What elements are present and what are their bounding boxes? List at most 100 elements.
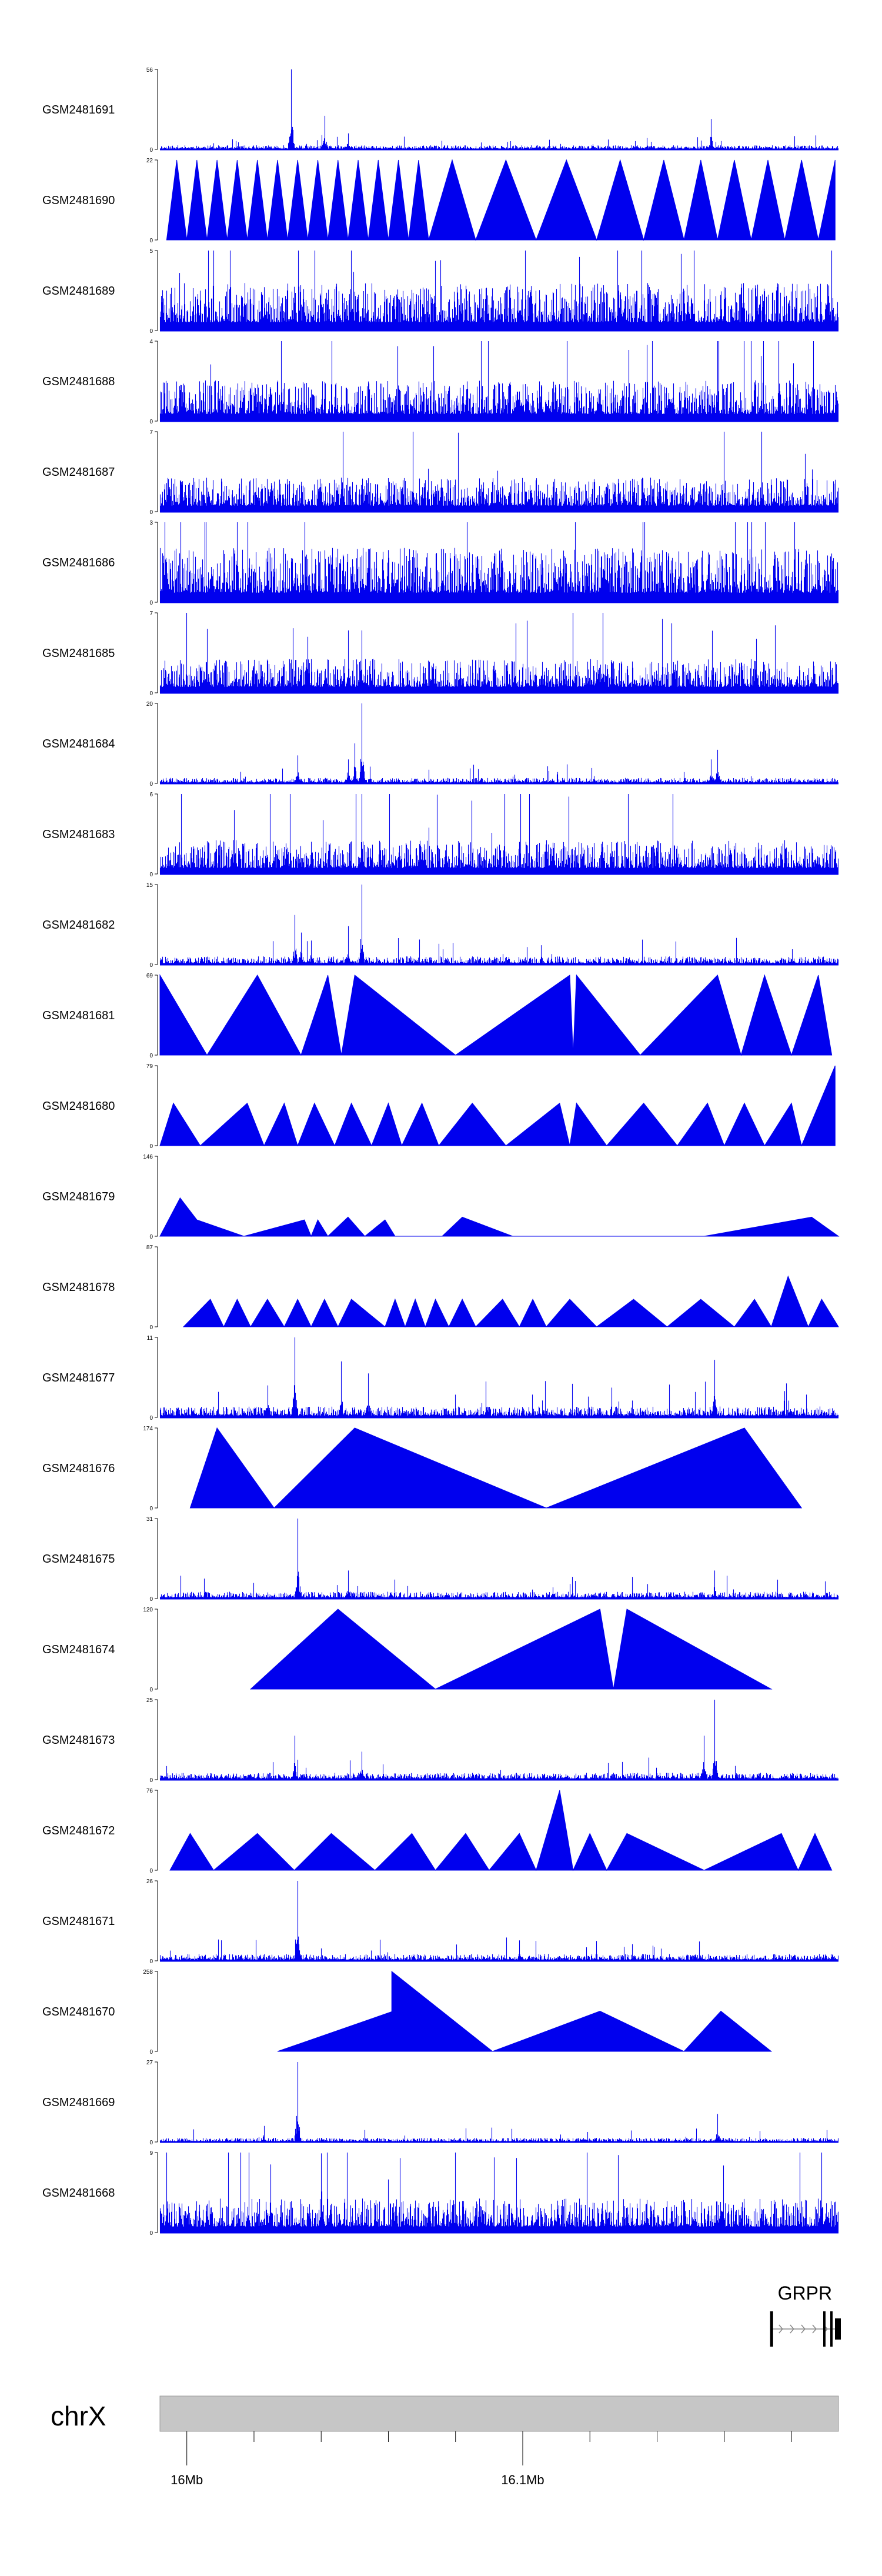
- chromosome-band: [159, 2395, 839, 2432]
- coverage-bars: [159, 1337, 839, 1417]
- coverage-bars: [159, 794, 839, 874]
- y-max-label: 6: [149, 792, 153, 798]
- y-max-label: 11: [147, 1335, 153, 1342]
- coverage-area: [182, 1275, 839, 1328]
- gene-exon: [770, 2311, 773, 2347]
- track-GSM2481668: GSM2481668 9 0: [42, 2150, 839, 2237]
- strand-arrow-icon: [790, 2324, 794, 2334]
- y-min-label: 0: [149, 1868, 153, 1874]
- track-GSM2481672: GSM2481672 76 0: [42, 1788, 833, 1874]
- track-label: GSM2481678: [42, 1281, 115, 1294]
- y-min-label: 0: [149, 2140, 153, 2146]
- track-label: GSM2481668: [42, 2187, 115, 2200]
- coverage-bars: [159, 613, 839, 693]
- chromosome-label: chrX: [51, 2401, 106, 2431]
- coverage-bars: [159, 251, 839, 331]
- track-GSM2481675: GSM2481675 31 0: [42, 1516, 839, 1603]
- track-GSM2481676: GSM2481676 174 0: [42, 1426, 803, 1512]
- track-label: GSM2481682: [42, 919, 115, 932]
- track-GSM2481684: GSM2481684 20 0: [42, 701, 839, 788]
- y-min-label: 0: [149, 1415, 153, 1422]
- track-label: GSM2481684: [42, 738, 115, 750]
- coverage-area: [159, 1197, 840, 1237]
- gene-exon: [823, 2311, 826, 2347]
- y-min-label: 0: [149, 147, 153, 154]
- track-GSM2481690: GSM2481690 22 0: [42, 158, 836, 244]
- track-label: GSM2481690: [42, 194, 115, 207]
- coverage-bars: [159, 885, 839, 965]
- y-min-label: 0: [149, 1958, 153, 1965]
- y-min-label: 0: [149, 872, 153, 878]
- track-GSM2481680: GSM2481680 79 0: [42, 1063, 836, 1150]
- coverage-area: [166, 159, 836, 241]
- coverage-bars: [159, 2153, 839, 2233]
- tick-label: 16.1Mb: [501, 2472, 544, 2487]
- track-label: GSM2481689: [42, 285, 115, 298]
- coverage-area: [159, 974, 833, 1056]
- track-label: GSM2481683: [42, 828, 115, 841]
- y-max-label: 20: [146, 701, 153, 708]
- y-max-label: 79: [146, 1063, 153, 1070]
- y-max-label: 7: [149, 610, 153, 617]
- y-min-label: 0: [149, 238, 153, 244]
- track-GSM2481688: GSM2481688 4 0: [42, 339, 839, 425]
- strand-arrow-icon: [812, 2324, 817, 2334]
- track-label: GSM2481669: [42, 2096, 115, 2109]
- track-label: GSM2481686: [42, 556, 115, 569]
- track-label: GSM2481675: [42, 1553, 115, 1566]
- track-label: GSM2481674: [42, 1643, 115, 1656]
- track-label: GSM2481677: [42, 1372, 115, 1384]
- gene-annotation: GRPR: [770, 2283, 841, 2347]
- coverage-area: [249, 1609, 773, 1690]
- y-min-label: 0: [149, 1234, 153, 1240]
- track-GSM2481682: GSM2481682 15 0: [42, 882, 839, 969]
- y-min-label: 0: [149, 1777, 153, 1784]
- coverage-area: [159, 1065, 836, 1147]
- track-label: GSM2481680: [42, 1100, 115, 1113]
- y-min-label: 0: [149, 419, 153, 425]
- y-max-label: 87: [146, 1244, 153, 1251]
- y-min-label: 0: [149, 509, 153, 516]
- track-label: GSM2481673: [42, 1734, 115, 1747]
- y-min-label: 0: [149, 1687, 153, 1693]
- y-min-label: 0: [149, 328, 153, 335]
- track-GSM2481685: GSM2481685 7 0: [42, 610, 839, 697]
- y-max-label: 27: [146, 2060, 153, 2066]
- y-max-label: 9: [149, 2150, 153, 2157]
- track-GSM2481683: GSM2481683 6 0: [42, 792, 839, 878]
- y-max-label: 56: [146, 67, 153, 74]
- strand-arrow-icon: [779, 2324, 783, 2334]
- track-label: GSM2481688: [42, 375, 115, 388]
- y-max-label: 22: [146, 158, 153, 164]
- coverage-bars: [159, 522, 839, 602]
- y-min-label: 0: [149, 1596, 153, 1603]
- track-GSM2481686: GSM2481686 3 0: [42, 520, 839, 606]
- y-max-label: 4: [149, 339, 153, 345]
- y-min-label: 0: [149, 2049, 153, 2056]
- track-GSM2481679: GSM2481679 146 0: [42, 1154, 840, 1240]
- y-min-label: 0: [149, 1506, 153, 1512]
- y-min-label: 0: [149, 600, 153, 606]
- y-min-label: 0: [149, 962, 153, 969]
- y-max-label: 15: [146, 882, 153, 889]
- track-label: GSM2481670: [42, 2006, 115, 2018]
- track-GSM2481674: GSM2481674 120 0: [42, 1607, 773, 1693]
- track-label: GSM2481671: [42, 1915, 115, 1928]
- y-max-label: 3: [149, 520, 153, 526]
- y-max-label: 25: [146, 1697, 153, 1704]
- y-min-label: 0: [149, 1324, 153, 1331]
- y-max-label: 146: [143, 1154, 153, 1160]
- track-GSM2481669: GSM2481669 27 0: [42, 2060, 839, 2146]
- y-max-label: 69: [146, 973, 153, 979]
- y-max-label: 258: [143, 1969, 153, 1976]
- y-min-label: 0: [149, 2230, 153, 2237]
- track-GSM2481673: GSM2481673 25 0: [42, 1697, 839, 1784]
- track-label: GSM2481672: [42, 1824, 115, 1837]
- coverage-area: [189, 1427, 803, 1509]
- y-max-label: 120: [143, 1607, 153, 1613]
- y-max-label: 7: [149, 429, 153, 436]
- data-tracks: GSM2481691560GSM2481690220GSM248168950GS…: [42, 67, 840, 2237]
- strand-arrow-icon: [801, 2324, 806, 2334]
- y-max-label: 31: [146, 1516, 153, 1523]
- gene-exon: [830, 2311, 833, 2347]
